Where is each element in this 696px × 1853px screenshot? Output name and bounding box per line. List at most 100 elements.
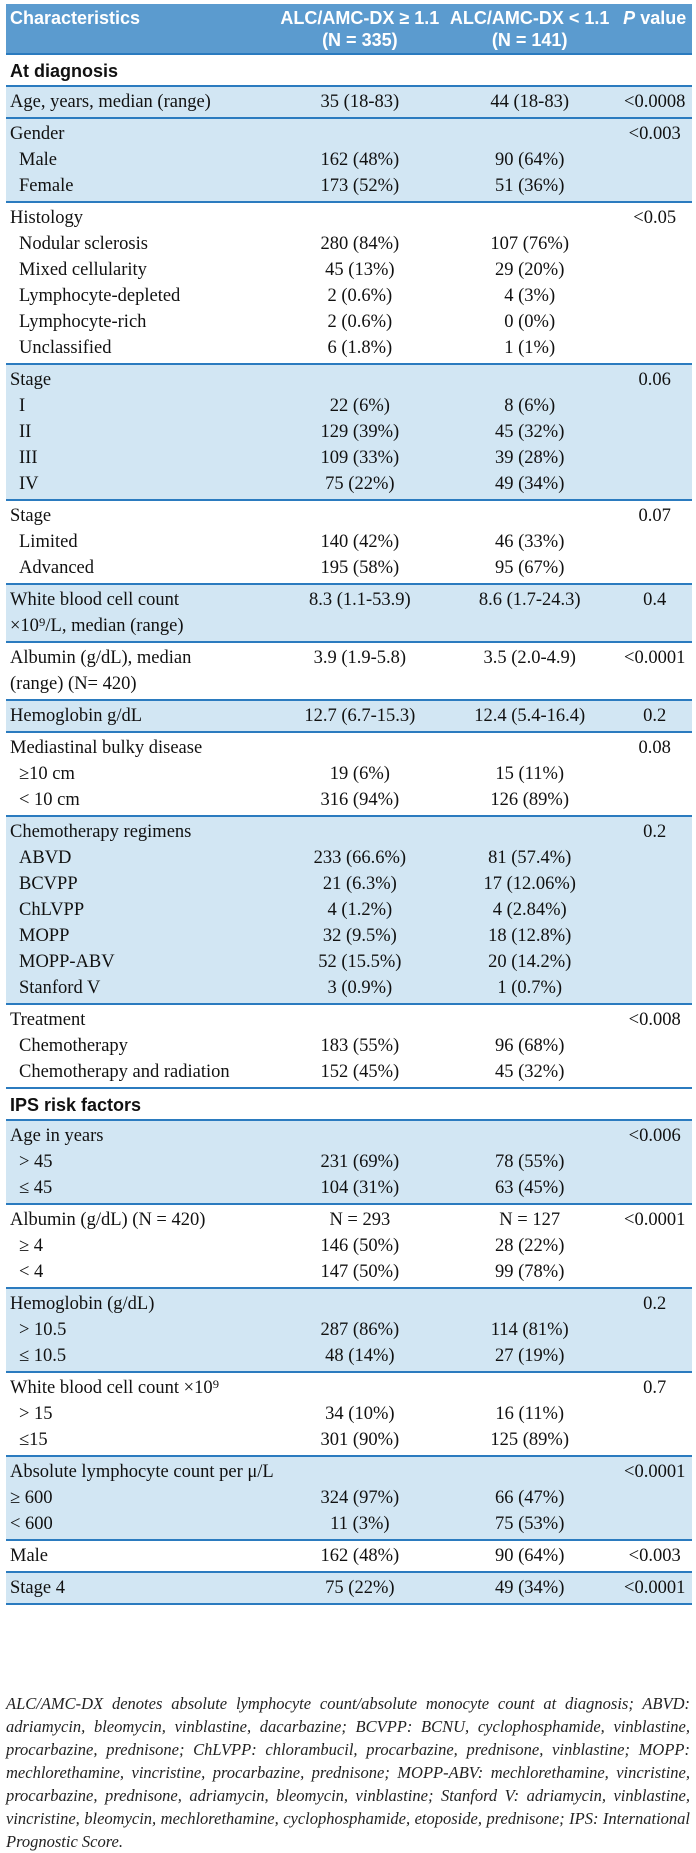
p-value — [619, 173, 690, 199]
p-value — [619, 529, 690, 555]
row-label: Nodular sclerosis — [19, 234, 148, 254]
p-value: <0.003 — [628, 124, 681, 144]
value-low-ratio: 114 (81%) — [490, 1320, 569, 1340]
row-label: Chemotherapy and radiation — [19, 1062, 230, 1082]
value-low-ratio — [446, 205, 613, 231]
table-row-group: Stage Limited Advanced 140 (42%) 195 (58%) … — [6, 500, 692, 584]
value-low-ratio — [446, 1375, 613, 1401]
row-label: Advanced — [19, 558, 94, 578]
value-high-ratio: 32 (9.5%) — [322, 926, 397, 946]
row-label: Lymphocyte-depleted — [19, 286, 181, 306]
value-low-ratio: 126 (89%) — [490, 790, 569, 810]
low-ratio-cell: 78 (55%) 63 (45%) — [441, 1120, 616, 1204]
section-title: IPS risk factors — [10, 1095, 142, 1115]
value-low-ratio: 28 (22%) — [495, 1236, 565, 1256]
high-ratio-cell: 140 (42%) 195 (58%) — [276, 500, 442, 584]
low-ratio-cell: N = 127 28 (22%) 99 (78%) — [442, 1204, 615, 1288]
characteristic-cell: Stage 4 — [6, 1572, 276, 1604]
value-high-ratio: 183 (55%) — [320, 1036, 400, 1056]
row-label: I — [19, 396, 26, 416]
row-label: Limited — [19, 532, 78, 552]
row-label: White blood cell count — [10, 590, 180, 610]
document-page: Characteristics ALC/AMC-DX ≥ 1.1 (N = 33… — [6, 4, 692, 1851]
p-value — [619, 1511, 690, 1537]
high-ratio-cell: 231 (69%) 104 (31%) — [275, 1120, 442, 1204]
value-low-ratio: 49 (34%) — [495, 1578, 565, 1598]
low-ratio-cell: 8 (6%) 45 (32%) 39 (28%) 49 (34%) — [441, 364, 616, 500]
p-value — [619, 1401, 690, 1427]
low-ratio-cell: 15 (11%) 126 (89%) — [442, 732, 615, 816]
value-low-ratio: 66 (47%) — [495, 1488, 565, 1508]
p-value: <0.05 — [633, 208, 677, 228]
high-ratio-cell: 280 (84%) 45 (13%) 2 (0.6%) 2 (0.6%) 6 (1.8%… — [276, 202, 442, 364]
characteristic-cell: Mediastinal bulky disease ≥10 cm < 10 cm — [6, 732, 276, 816]
value-high-ratio — [280, 1291, 440, 1317]
header-high-ratio-group: ALC/AMC-DX ≥ 1.1 (N = 335) — [275, 4, 442, 55]
p-value — [619, 309, 690, 335]
table-row-group: Age in years > 45 ≤ 45 231 (69%) 104 (31%) … — [6, 1120, 692, 1204]
characteristics-table: Characteristics ALC/AMC-DX ≥ 1.1 (N = 33… — [6, 4, 692, 1605]
value-low-ratio: 99 (78%) — [495, 1262, 565, 1282]
characteristic-cell: Albumin (g/dL), median (range) (N= 420) — [6, 642, 276, 700]
p-value: <0.006 — [628, 1126, 681, 1146]
p-value-cell: 0.06 — [615, 364, 692, 500]
row-label: MOPP-ABV — [19, 952, 115, 972]
value-low-ratio — [446, 121, 613, 147]
value-high-ratio: 2 (0.6%) — [327, 312, 393, 332]
value-low-ratio: 3.5 (2.0-4.9) — [483, 648, 576, 668]
p-value — [619, 393, 690, 419]
value-low-ratio — [446, 819, 613, 845]
row-label: IV — [19, 474, 39, 494]
value-low-ratio: 49 (34%) — [495, 474, 565, 494]
characteristic-cell: Age, years, median (range) — [6, 86, 276, 118]
characteristic-cell: White blood cell count ×10⁹/L, median (ra… — [6, 584, 276, 642]
table-row-group: Albumin (g/dL), median (range) (N= 420) 3.… — [6, 642, 692, 700]
value-high-ratio — [280, 121, 440, 147]
value-low-ratio: 90 (64%) — [495, 150, 565, 170]
p-value — [619, 871, 690, 897]
p-value-cell: <0.05 — [615, 202, 692, 364]
row-label: Albumin (g/dL), median — [10, 648, 192, 668]
table-row-group: Histology Nodular sclerosis Mixed cellular… — [6, 202, 692, 364]
p-value: <0.003 — [628, 1546, 681, 1566]
value-low-ratio: 45 (32%) — [495, 422, 565, 442]
p-value — [619, 761, 690, 787]
p-value — [619, 471, 690, 497]
row-label: White blood cell count ×10⁹ — [10, 1378, 220, 1398]
high-ratio-cell: 12.7 (6.7-15.3) — [275, 700, 442, 732]
table-footnote: ALC/AMC-DX denotes absolute lymphocyte c… — [6, 1694, 690, 1851]
row-label: < 600 — [10, 1514, 53, 1534]
value-low-ratio: 107 (76%) — [490, 234, 569, 254]
value-high-ratio — [280, 503, 440, 529]
table-row-group: Chemotherapy regimens ABVD BCVPP ChLVPP MOPP… — [6, 816, 692, 1004]
table-row-group: Hemoglobin g/dL 12.7 (6.7-15.3) 12.4 (5.4-… — [6, 700, 692, 732]
row-label: Gender — [10, 124, 65, 144]
high-ratio-cell: 162 (48%) — [276, 1540, 442, 1572]
high-ratio-cell: 19 (6%) 316 (94%) — [276, 732, 442, 816]
value-high-ratio: 146 (50%) — [320, 1236, 400, 1256]
characteristic-cell: Chemotherapy regimens ABVD BCVPP ChLVPP MOPP… — [6, 816, 276, 1004]
value-low-ratio: N = 127 — [499, 1210, 561, 1230]
row-label: Stage — [10, 506, 52, 526]
section-title: At diagnosis — [10, 61, 119, 81]
value-high-ratio: 75 (22%) — [325, 1578, 395, 1598]
value-high-ratio: 195 (58%) — [320, 558, 400, 578]
p-value: 0.2 — [643, 706, 667, 726]
characteristic-cell: Male — [6, 1540, 276, 1572]
value-high-ratio — [280, 819, 440, 845]
low-ratio-cell: 3.5 (2.0-4.9) — [442, 642, 615, 700]
p-value — [619, 1175, 690, 1201]
section-header-row: At diagnosis — [6, 54, 692, 86]
value-low-ratio: 75 (53%) — [495, 1514, 565, 1534]
characteristic-cell: Age in years > 45 ≤ 45 — [6, 1120, 276, 1204]
characteristic-cell: Hemoglobin g/dL — [6, 700, 276, 732]
section-header-row: IPS risk factors — [6, 1088, 692, 1120]
characteristic-cell: Hemoglobin (g/dL) > 10.5 ≤ 10.5 — [6, 1288, 276, 1372]
table-row-group: Stage 4 75 (22%) 49 (34%) <0.0001 — [6, 1572, 692, 1604]
p-value — [619, 1233, 690, 1259]
p-value: <0.0001 — [624, 1210, 686, 1230]
row-label: Albumin (g/dL) (N = 420) — [10, 1210, 206, 1230]
value-high-ratio — [280, 735, 440, 761]
p-value: 0.07 — [638, 506, 671, 526]
value-high-ratio: 109 (33%) — [320, 448, 400, 468]
